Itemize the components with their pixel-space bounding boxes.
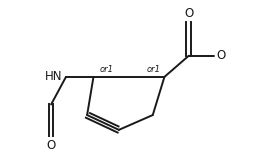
Text: or1: or1 bbox=[100, 65, 114, 74]
Text: HN: HN bbox=[45, 70, 63, 83]
Text: O: O bbox=[46, 139, 56, 152]
Text: O: O bbox=[184, 7, 193, 20]
Text: O: O bbox=[216, 49, 225, 62]
Text: or1: or1 bbox=[146, 65, 160, 74]
